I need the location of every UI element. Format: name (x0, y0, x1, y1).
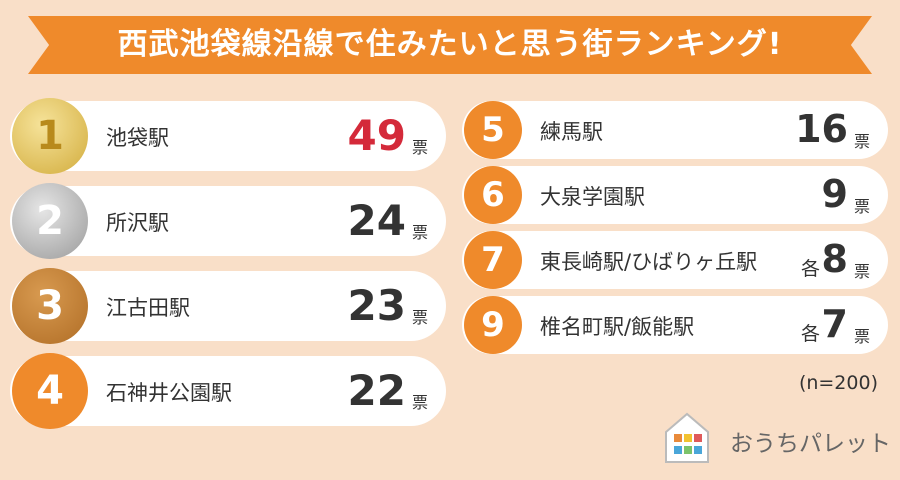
vote-count: 23 (347, 280, 406, 330)
station-name: 椎名町駅/飯能駅 (540, 315, 695, 339)
title-banner (28, 16, 872, 74)
vote-count: 22 (347, 365, 406, 415)
rank-badge: 7 (464, 231, 522, 289)
vote-unit: 票 (853, 262, 870, 281)
station-name: 池袋駅 (106, 126, 169, 150)
vote-unit: 票 (411, 223, 428, 242)
ranking-row (462, 166, 888, 224)
vote-unit: 票 (411, 393, 428, 412)
vote-count: 49 (347, 110, 406, 160)
rank-badge: 5 (464, 101, 522, 159)
rank-badge: 2 (12, 183, 88, 259)
logo-icon (665, 412, 709, 463)
rank-badge: 3 (12, 268, 88, 344)
vote-count: 16 (795, 107, 848, 152)
vote-count: 8 (821, 237, 848, 282)
station-name: 大泉学園駅 (540, 185, 645, 209)
sample-note: (n=200) (798, 372, 878, 394)
rank-badge: 1 (12, 98, 88, 174)
vote-count: 9 (821, 172, 848, 217)
ranking-row (462, 101, 888, 159)
title: 西武池袋線沿線で住みたいと思う街ランキング! (117, 27, 783, 62)
station-name: 所沢駅 (106, 211, 169, 235)
vote-prefix: 各 (800, 258, 820, 280)
station-name: 石神井公園駅 (106, 381, 232, 405)
rank-badge: 4 (12, 353, 88, 429)
vote-prefix: 各 (800, 323, 820, 345)
vote-unit: 票 (853, 132, 870, 151)
station-name: 東長崎駅/ひばりヶ丘駅 (540, 250, 758, 274)
ranking-row (462, 231, 888, 289)
vote-count: 7 (821, 302, 848, 347)
vote-unit: 票 (411, 308, 428, 327)
station-name: 江古田駅 (106, 296, 190, 320)
rank-badge: 6 (464, 166, 522, 224)
station-name: 練馬駅 (540, 120, 603, 144)
logo-text: おうちパレット (730, 431, 891, 457)
ranking-row (462, 296, 888, 354)
rank-badge: 9 (464, 296, 522, 354)
vote-unit: 票 (853, 197, 870, 216)
vote-unit: 票 (411, 138, 428, 157)
vote-count: 24 (347, 195, 406, 245)
vote-unit: 票 (853, 327, 870, 346)
